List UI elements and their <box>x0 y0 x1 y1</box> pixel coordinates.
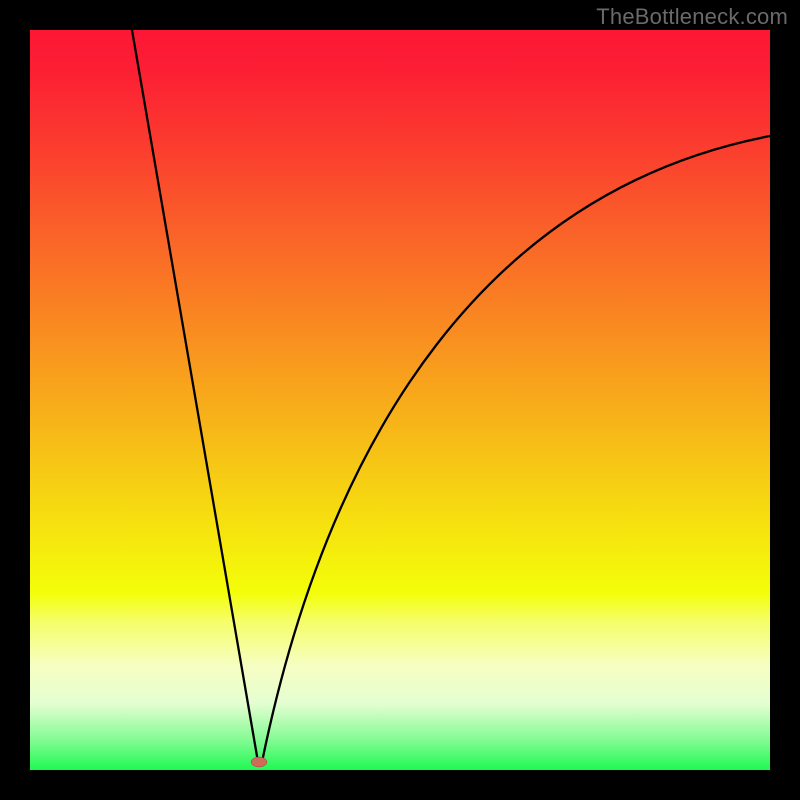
minimum-marker <box>251 757 267 767</box>
chart-container: TheBottleneck.com <box>0 0 800 800</box>
plot-area <box>30 30 770 770</box>
chart-svg <box>30 30 770 770</box>
watermark-text: TheBottleneck.com <box>596 4 788 30</box>
gradient-bg <box>30 30 770 770</box>
